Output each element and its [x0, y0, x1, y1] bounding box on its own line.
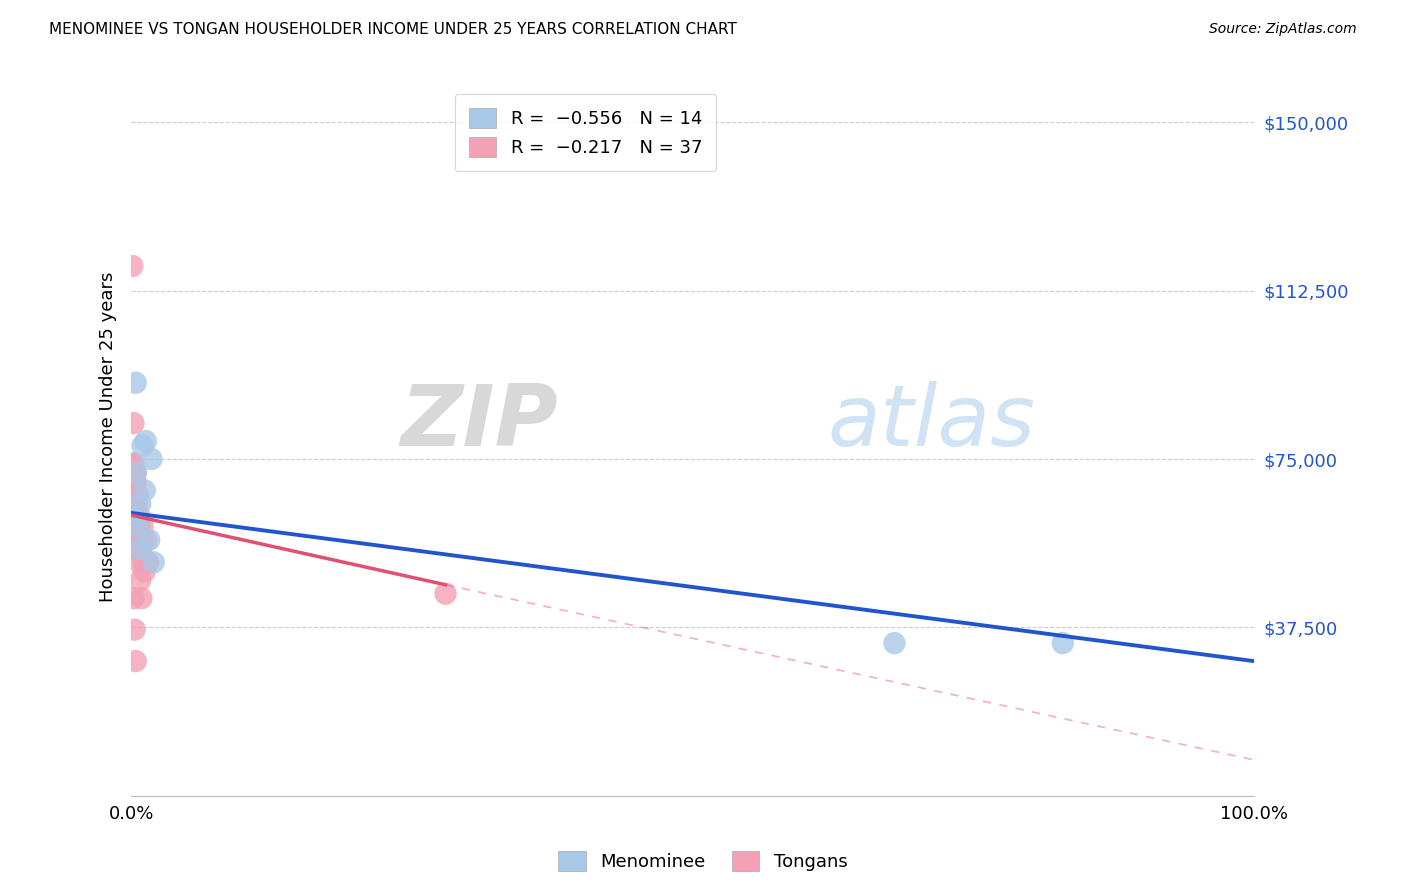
Point	[129, 533, 152, 547]
Point	[124, 623, 146, 637]
Point	[121, 457, 143, 471]
Point	[141, 452, 163, 467]
Point	[131, 533, 153, 547]
Point	[127, 488, 149, 502]
Text: MENOMINEE VS TONGAN HOUSEHOLDER INCOME UNDER 25 YEARS CORRELATION CHART: MENOMINEE VS TONGAN HOUSEHOLDER INCOME U…	[49, 22, 737, 37]
Legend: Menominee, Tongans: Menominee, Tongans	[551, 844, 855, 879]
Point	[121, 259, 143, 273]
Point	[124, 488, 146, 502]
Point	[134, 564, 156, 578]
Point	[124, 492, 146, 507]
Point	[434, 587, 457, 601]
Point	[127, 510, 149, 524]
Point	[125, 466, 148, 480]
Point	[127, 519, 149, 533]
Legend: R =  −0.556   N = 14, R =  −0.217   N = 37: R = −0.556 N = 14, R = −0.217 N = 37	[454, 94, 717, 171]
Point	[125, 510, 148, 524]
Point	[883, 636, 905, 650]
Point	[128, 519, 150, 533]
Point	[122, 515, 145, 529]
Point	[125, 376, 148, 390]
Point	[129, 541, 152, 556]
Point	[131, 591, 153, 606]
Point	[131, 439, 153, 453]
Point	[125, 497, 148, 511]
Point	[135, 533, 157, 547]
Point	[129, 497, 152, 511]
Point	[125, 528, 148, 542]
Point	[129, 510, 152, 524]
Text: Source: ZipAtlas.com: Source: ZipAtlas.com	[1209, 22, 1357, 37]
Point	[138, 533, 160, 547]
Point	[125, 466, 148, 480]
Point	[131, 546, 153, 560]
Point	[121, 492, 143, 507]
Point	[142, 555, 165, 569]
Point	[125, 654, 148, 668]
Point	[124, 475, 146, 489]
Point	[122, 416, 145, 430]
Point	[1052, 636, 1074, 650]
Point	[129, 574, 152, 588]
Point	[134, 483, 156, 498]
Point	[132, 555, 155, 569]
Point	[131, 519, 153, 533]
Point	[125, 475, 148, 489]
Text: atlas: atlas	[827, 381, 1035, 464]
Text: ZIP: ZIP	[401, 381, 558, 464]
Point	[125, 506, 148, 520]
Point	[128, 555, 150, 569]
Point	[135, 434, 157, 448]
Point	[127, 541, 149, 556]
Point	[122, 457, 145, 471]
Point	[128, 533, 150, 547]
Point	[122, 591, 145, 606]
Y-axis label: Householder Income Under 25 years: Householder Income Under 25 years	[100, 271, 117, 602]
Point	[136, 555, 159, 569]
Point	[124, 510, 146, 524]
Point	[136, 555, 159, 569]
